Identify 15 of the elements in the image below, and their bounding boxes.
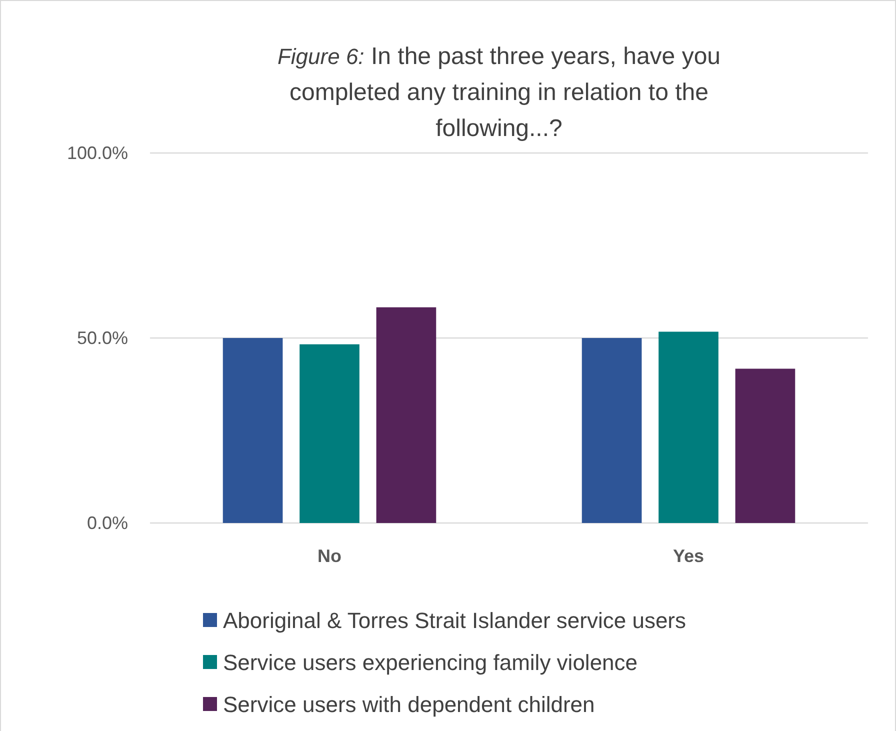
legend-label: Service users with dependent children — [223, 692, 595, 717]
chart-title: Figure 6: In the past three years, have you completed any training in relation to the following...? — [277, 43, 721, 142]
bar — [300, 344, 360, 523]
x-tick-label: Yes — [672, 546, 704, 566]
legend-label: Aboriginal & Torres Strait Islander service users — [223, 608, 686, 633]
y-tick-label: 100.0% — [66, 143, 128, 163]
y-tick-label: 0.0% — [86, 513, 128, 533]
bar — [658, 332, 718, 523]
bar — [735, 368, 796, 523]
x-tick-label: No — [318, 546, 342, 566]
y-tick-label: 50.0% — [76, 328, 128, 348]
bar — [376, 307, 436, 523]
bar — [222, 338, 283, 523]
legend-label: Service users experiencing family violence — [223, 650, 638, 675]
bar — [582, 338, 642, 523]
